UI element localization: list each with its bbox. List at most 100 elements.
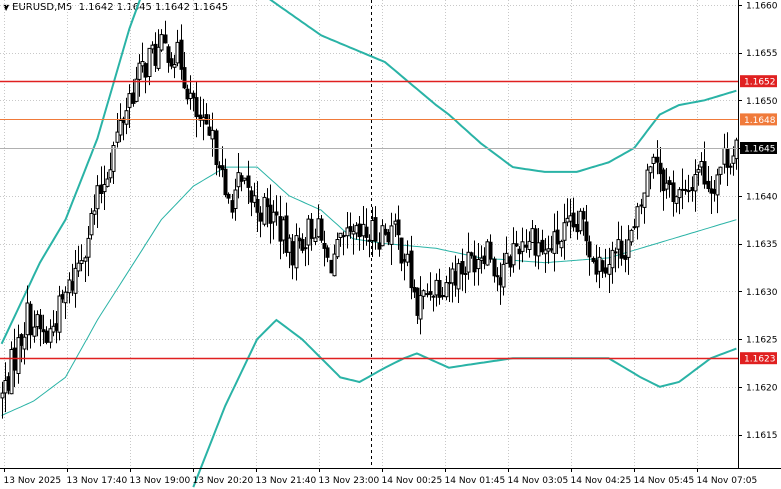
candle-body [108, 169, 113, 179]
candle-body [92, 210, 97, 215]
candle-body [718, 166, 723, 175]
price-tags: 1.1652 1.1648 1.1623 1.1645 [740, 75, 777, 365]
candle-body [476, 259, 481, 270]
candle-body [504, 252, 509, 264]
candle-body [357, 223, 362, 238]
current-price-tag-box [740, 142, 777, 154]
candle-body [86, 237, 91, 258]
candle-body [514, 243, 519, 247]
level-tag-text: 1.1623 [744, 355, 776, 365]
candle-body [124, 110, 129, 125]
candle-body [428, 291, 433, 295]
candle-body [373, 217, 378, 242]
candle-body [728, 165, 733, 168]
candle-body [555, 229, 560, 245]
candle-body [440, 295, 445, 298]
candle-body [578, 210, 583, 232]
candle-body [175, 41, 180, 64]
y-tick-label: 1.1615 [746, 431, 778, 441]
candle-body [661, 169, 666, 192]
candle-body [226, 193, 231, 199]
candle-body [134, 78, 139, 102]
candle-body [421, 290, 426, 297]
y-tick-label: 1.1620 [746, 383, 778, 393]
ohlc-readout: 1.1642 1.1645 1.1642 1.1645 [78, 2, 229, 13]
candle-body [179, 39, 184, 70]
candle-body [472, 255, 477, 273]
candle-body [28, 303, 33, 336]
candle-body [587, 241, 592, 258]
candle-body [469, 252, 474, 256]
bollinger-lower-line [192, 318, 737, 488]
candle-body [492, 258, 497, 277]
candle-body [303, 247, 308, 250]
bollinger-upper-line [0, 0, 737, 345]
candle-body [734, 139, 739, 160]
candle-body [693, 174, 698, 192]
x-tick-label: 13 Nov 19:00 [130, 476, 191, 486]
x-tick-label: 14 Nov 03:05 [508, 476, 569, 486]
candle-body [603, 267, 608, 274]
candle-body [322, 243, 327, 249]
price-axis-labels: 1.16601.16551.16501.16451.16401.16351.16… [738, 1, 778, 441]
candle-body [265, 198, 270, 208]
candle-body [635, 206, 640, 228]
time-axis-labels: 13 Nov 2025 13 Nov 17:40 13 Nov 19:00 13 No… [4, 468, 758, 486]
candle-body [511, 243, 516, 266]
candle-body [619, 240, 624, 259]
candle-body [79, 260, 84, 265]
dropdown-triangle-icon[interactable]: ▼ [3, 3, 10, 12]
candle-body [667, 180, 672, 186]
candle-body [143, 63, 148, 78]
candle-body [156, 46, 161, 69]
x-tick-label: 14 Nov 04:25 [571, 476, 632, 486]
chart-header: ▼ EURUSD,M5 1.1642 1.1645 1.1642 1.1645 [3, 2, 228, 13]
candle-body [540, 239, 545, 253]
candle-body [658, 162, 663, 175]
candle-body [488, 241, 493, 260]
candle-body [242, 177, 247, 181]
candle-body [246, 175, 251, 188]
candle-body [194, 97, 199, 118]
candle-body [702, 161, 707, 185]
candle-body [613, 251, 618, 254]
candle-body [584, 221, 589, 242]
candle-body [677, 189, 682, 199]
price-tag-box [740, 113, 777, 126]
candle-body [571, 212, 576, 228]
candle-body [271, 211, 276, 223]
candle-body [233, 189, 238, 209]
y-tick-label: 1.1635 [746, 240, 778, 250]
y-tick-label: 1.1660 [746, 1, 778, 11]
candle-body [456, 263, 461, 290]
candle-body [562, 222, 567, 241]
level-tag-box [740, 75, 777, 88]
x-tick-label: 14 Nov 07:05 [697, 476, 758, 486]
candle-body [431, 295, 436, 298]
candle-body [651, 156, 656, 165]
candle-body [409, 250, 414, 289]
candle-body [715, 174, 720, 196]
candle-body [182, 67, 187, 89]
candle-body [543, 249, 548, 255]
candle-body [626, 239, 631, 258]
candle-body [319, 218, 324, 241]
candle-body [48, 328, 53, 343]
candle-body [642, 192, 647, 208]
candle-body [706, 180, 711, 189]
x-tick-label: 13 Nov 20:20 [193, 476, 254, 486]
candle-body [294, 235, 299, 269]
candle-body [262, 196, 267, 225]
candle-body [683, 189, 688, 191]
candle-body [95, 185, 100, 210]
candle-body [0, 392, 5, 399]
candle-body [559, 240, 564, 249]
level-tag-text: 1.1652 [744, 78, 776, 88]
candle-body [223, 168, 228, 196]
candle-body [437, 280, 442, 298]
candle-body [290, 241, 295, 266]
candle-body [309, 218, 314, 239]
candle-body [664, 182, 669, 190]
candle-body [220, 165, 225, 171]
